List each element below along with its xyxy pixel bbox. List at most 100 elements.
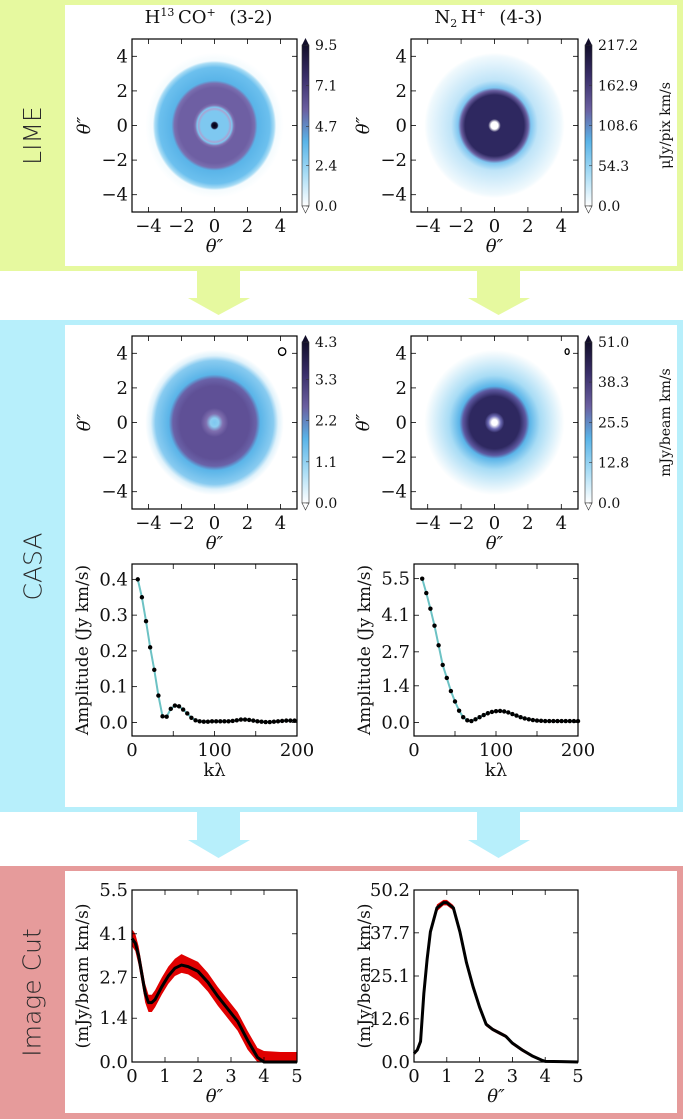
colorbar-tick-label: 25.5 — [598, 416, 629, 432]
y-tick-label: 0.0 — [99, 712, 128, 733]
x-tick-label: −4 — [135, 216, 162, 237]
data-point — [139, 595, 145, 600]
x-tick-label: 4 — [539, 1066, 550, 1087]
title-part: N — [435, 7, 451, 28]
data-point — [461, 714, 466, 720]
data-point — [530, 717, 536, 723]
y-tick-label: 0 — [396, 413, 407, 434]
x-tick-label: 200 — [561, 740, 595, 761]
data-point — [428, 606, 433, 611]
data-point — [147, 645, 153, 650]
x-axis-label: θ″ — [486, 533, 504, 554]
title-part: 13 — [160, 6, 174, 19]
data-point — [481, 712, 486, 718]
colorbar — [301, 44, 310, 207]
x-tick-label: 4 — [556, 216, 567, 237]
y-tick-label: 5.5 — [381, 569, 410, 590]
intensity-map — [132, 336, 297, 509]
chart-lime-n2h: 0.0 54.3 108.6 162.9 217.2 μJy/pix km/s N2 H+ … — [353, 6, 674, 257]
data-point — [230, 718, 235, 724]
data-point — [465, 718, 470, 723]
y-axis-label: Amplitude (Jy km/s) — [355, 565, 375, 736]
colorbar-tick-label: 2.4 — [315, 158, 337, 174]
y-tick-label: 5.5 — [99, 880, 128, 901]
y-axis-label: θ″ — [74, 116, 95, 134]
colorbar-tick-label: 38.3 — [598, 375, 629, 391]
colorbar-tick-label: 217.2 — [598, 38, 638, 54]
data-point — [506, 710, 511, 715]
data-point — [176, 704, 182, 709]
colorbar-tick-label: 4.7 — [315, 119, 337, 135]
data-point — [493, 708, 499, 714]
data-point — [518, 714, 523, 720]
x-tick-label: −4 — [414, 216, 441, 237]
profile-line — [412, 901, 579, 1064]
intensity-map — [411, 336, 578, 509]
title-part: + — [206, 6, 215, 19]
emission-disk — [424, 52, 565, 199]
y-tick-label: 2.7 — [381, 642, 410, 663]
y-tick-label: −4 — [380, 185, 407, 206]
y-tick-label: 4.1 — [99, 924, 128, 945]
x-axis-label: kλ — [485, 760, 507, 781]
data-point — [526, 717, 531, 722]
y-tick-label: 0.1 — [99, 677, 128, 698]
x-tick-label: 200 — [280, 740, 314, 761]
data-point — [246, 717, 252, 723]
arrow-casa-to-cut-right — [468, 812, 530, 858]
data-point — [485, 711, 490, 716]
colorbar-max-extend — [585, 38, 592, 45]
title-part: + — [477, 6, 486, 19]
y-tick-label: 4 — [117, 46, 128, 67]
data-point — [135, 577, 140, 582]
x-tick-label: −2 — [448, 216, 475, 237]
axes-frame — [131, 889, 298, 1063]
data-point — [255, 719, 260, 724]
data-point — [567, 718, 572, 724]
y-tick-label: 0.2 — [99, 641, 128, 662]
y-tick-label: 4.1 — [381, 605, 410, 626]
colorbar-tick-label: 2.2 — [315, 414, 337, 430]
data-point — [279, 718, 285, 724]
y-tick-label: 2 — [396, 378, 407, 399]
data-point — [563, 718, 568, 724]
data-point — [452, 699, 458, 704]
arrow-lime-to-casa-left — [188, 271, 250, 315]
y-tick-label: 4 — [396, 343, 407, 364]
x-tick-label: 2 — [242, 216, 253, 237]
title-part: H — [145, 7, 161, 28]
x-tick-label: 2 — [242, 513, 253, 534]
data-point — [489, 709, 495, 715]
data-point — [559, 718, 564, 724]
data-point — [292, 718, 297, 723]
chart-cut-h13co: 0 1 2 3 4 5 0.0 1.4 2.7 4.1 5.5 θ″ (mJy/beam km/s) — [73, 880, 303, 1107]
data-point — [251, 718, 256, 723]
x-axis-label: θ″ — [206, 236, 224, 257]
x-tick-label: 0 — [408, 740, 419, 761]
data-point — [213, 719, 219, 724]
data-point — [538, 718, 544, 724]
x-tick-label: 2 — [474, 1066, 485, 1087]
title-part: H — [461, 7, 477, 28]
colorbar-min-extend — [301, 205, 310, 214]
chart-cut-n2h: 0 1 2 3 4 5 0.0 12.6 25.1 37.7 50.2 θ″ (mJy/beam km/… — [355, 880, 584, 1107]
y-tick-label: −2 — [101, 150, 128, 171]
x-tick-label: 4 — [556, 513, 567, 534]
x-tick-label: 4 — [275, 513, 286, 534]
x-tick-label: 4 — [258, 1066, 269, 1087]
image-cut-content — [65, 871, 677, 1113]
data-point — [189, 715, 194, 720]
data-point — [238, 717, 244, 722]
y-tick-label: −4 — [101, 185, 128, 206]
uncertainty-band — [132, 929, 297, 1062]
y-tick-label: 0 — [396, 116, 407, 137]
visibility-curve — [136, 579, 295, 724]
y-axis-label: θ″ — [74, 413, 95, 431]
colorbar-tick-label: 3.3 — [315, 372, 337, 388]
data-point — [164, 714, 169, 719]
colorbar-max-extend — [585, 335, 592, 342]
y-tick-label: 0.0 — [99, 1052, 128, 1073]
y-tick-label: −2 — [101, 447, 128, 468]
arrow-casa-to-cut-left — [188, 812, 250, 858]
data-point — [271, 719, 277, 724]
